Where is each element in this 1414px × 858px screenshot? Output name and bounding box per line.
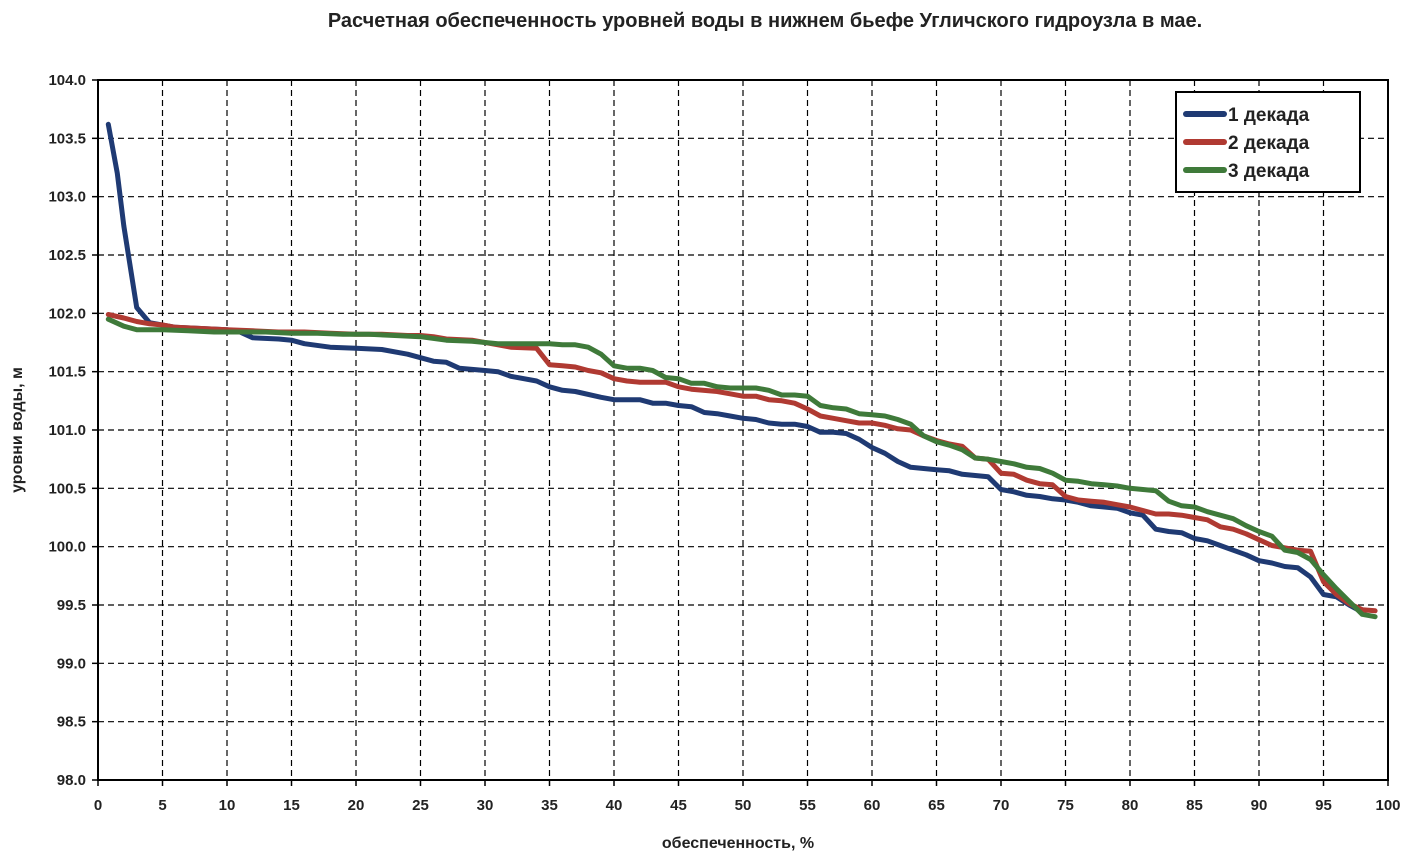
x-tick-label: 5 [158, 797, 166, 814]
y-tick-label: 100.0 [48, 539, 86, 556]
x-tick-label: 45 [670, 797, 687, 814]
x-tick-label: 35 [541, 797, 558, 814]
y-tick-label: 99.0 [57, 655, 86, 672]
y-tick-label: 98.5 [57, 714, 86, 731]
y-axis-ticks: 98.0 98.5 99.0 99.5 100.0 100.5 101.0 101.5 102.… [48, 72, 98, 789]
x-tick-label: 60 [864, 797, 881, 814]
legend-label-2: 2 декада [1228, 133, 1310, 154]
x-axis-ticks: 0 5 10 15 20 25 30 35 40 45 50 55 60 65 70 75 80 85 90 95 10… [94, 780, 1401, 814]
legend-label-3: 3 декада [1228, 161, 1310, 182]
x-tick-label: 100 [1375, 797, 1400, 814]
x-tick-label: 40 [606, 797, 623, 814]
x-tick-label: 85 [1186, 797, 1203, 814]
y-tick-label: 102.0 [48, 305, 86, 322]
legend-label-1: 1 декада [1228, 105, 1310, 126]
x-tick-label: 15 [283, 797, 300, 814]
series-line-3 [105, 316, 1378, 620]
y-tick-label: 102.5 [48, 247, 86, 264]
x-tick-label: 25 [412, 797, 429, 814]
x-tick-label: 55 [799, 797, 816, 814]
series-line-2 [105, 312, 1378, 614]
y-tick-label: 100.5 [48, 480, 86, 497]
y-tick-label: 103.0 [48, 189, 86, 206]
x-tick-label: 20 [348, 797, 365, 814]
x-tick-label: 10 [219, 797, 236, 814]
x-tick-label: 65 [928, 797, 945, 814]
x-axis-title: обеспеченность, % [662, 835, 814, 852]
x-tick-label: 90 [1251, 797, 1268, 814]
x-tick-label: 30 [477, 797, 494, 814]
x-tick-label: 70 [993, 797, 1010, 814]
y-tick-label: 103.5 [48, 130, 86, 147]
y-axis-title: уровни воды, м [9, 367, 26, 493]
x-tick-label: 80 [1122, 797, 1139, 814]
y-tick-label: 98.0 [57, 772, 86, 789]
y-tick-label: 99.5 [57, 597, 86, 614]
legend: 1 декада 2 декада 3 декада [1175, 91, 1361, 193]
x-tick-label: 95 [1315, 797, 1332, 814]
y-tick-label: 101.5 [48, 364, 86, 381]
chart-title: Расчетная обеспеченность уровней воды в … [327, 10, 1203, 32]
gridlines [97, 79, 1389, 781]
x-tick-label: 0 [94, 797, 102, 814]
series-lines [105, 121, 1378, 620]
y-tick-label: 101.0 [48, 422, 86, 439]
series-line-1 [105, 121, 1365, 615]
x-tick-label: 50 [735, 797, 752, 814]
y-tick-label: 104.0 [48, 72, 86, 89]
x-tick-label: 75 [1057, 797, 1074, 814]
